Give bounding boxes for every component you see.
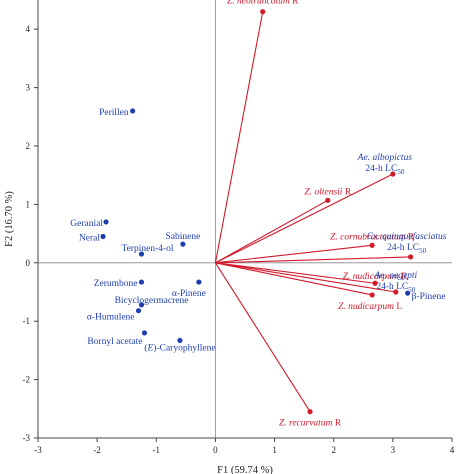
y-tick-label: -1 [23, 316, 31, 326]
observation-label: Zerumbone [94, 279, 138, 289]
observation-point [100, 233, 106, 240]
observation-point [138, 279, 145, 285]
x-tick-label: -1 [153, 445, 161, 455]
variable-vector [215, 262, 396, 293]
observation-label: Sabinene [165, 232, 200, 242]
variable-label: Z. cornubracteatum R [330, 232, 415, 242]
variable-vector-tip [260, 9, 266, 15]
variable-label: Z. nudicarpum R [343, 272, 408, 282]
observation-label: β-Pinene [412, 292, 446, 302]
x-tick-label: 2 [331, 445, 336, 455]
observation-point [177, 337, 183, 344]
variable-vector-tip [325, 197, 331, 203]
observation-point [135, 308, 142, 314]
variable-vector [214, 11, 264, 263]
observation-label: Bicyclogermacrene [115, 296, 189, 306]
variable-vector [215, 173, 394, 264]
variable-vector-tip [369, 242, 375, 248]
observation-point [405, 290, 411, 296]
variable-vectors [214, 9, 414, 415]
x-axis-title: F1 (59.74 %) [217, 465, 273, 474]
variable-vector [215, 199, 329, 264]
observation-point [138, 302, 145, 308]
y-tick-label: 3 [26, 83, 31, 93]
variable-vector-tip [408, 254, 414, 260]
observation-point [103, 219, 109, 225]
variable-vector [215, 262, 373, 296]
observation-label: Neral [79, 234, 100, 244]
variable-label: Z. nudicarpum L [338, 302, 402, 312]
observation-point [196, 279, 202, 285]
variable-label: Ae. aegypti 24-h LC50 [373, 271, 417, 294]
variable-label: Z. neotruncatum R [227, 0, 299, 7]
observation-label: α-Humulene [87, 313, 135, 323]
observation-label: Perillen [99, 108, 129, 118]
x-tick-label: 1 [272, 445, 277, 455]
observation-label: Terpinen-4-ol [121, 244, 173, 254]
y-tick-label: 4 [26, 24, 31, 34]
y-tick-label: -2 [23, 375, 31, 385]
x-tick-label: 0 [213, 445, 218, 455]
observation-point [130, 108, 136, 114]
variable-label: Z. oltensii R [304, 187, 351, 197]
variable-label: Cx. quinquefasciatus 24-h LC50 [367, 231, 447, 255]
variable-vector [215, 244, 373, 264]
y-tick-label: 1 [26, 199, 31, 209]
observation-point [180, 241, 186, 247]
y-tick-label: -3 [23, 433, 31, 443]
axes-layer: -3 -2 -1 0 1 2 3 4 -3 -2 -1 0 1 2 3 4 [23, 0, 455, 455]
observation-label: Bornyl acetate [87, 337, 142, 347]
variable-vector [215, 262, 376, 284]
variable-label: Z. recurvatum R [279, 419, 342, 429]
observation-points [100, 108, 411, 344]
x-tick-label: -2 [93, 445, 101, 455]
x-tick-label: 4 [450, 445, 455, 455]
observation-label: Geranial [70, 219, 103, 229]
variable-vector-tip [372, 280, 378, 286]
variable-vector [214, 262, 311, 413]
variable-vector-tip [369, 292, 375, 298]
point-labels: Z. neotruncatum R Z. oltensii R Z. cornubr… [70, 0, 446, 429]
x-tick-label: 3 [391, 445, 396, 455]
observation-label: α-Pinene [172, 289, 206, 299]
variable-vector-tip [307, 409, 313, 415]
variable-label: Ae. albopictus 24-h LC50 [357, 153, 413, 176]
observation-label: (E)-Caryophyllene [144, 342, 215, 353]
variable-vector-tip [390, 171, 396, 177]
observation-point [138, 251, 145, 257]
y-tick-label: 0 [26, 258, 31, 268]
y-tick-label: 2 [26, 141, 31, 151]
variable-vector-tip [393, 289, 399, 295]
x-tick-label: -3 [34, 445, 42, 455]
variable-vector [215, 256, 411, 264]
observation-point [141, 330, 148, 336]
y-axis-title: F2 (16.70 %) [4, 191, 15, 247]
